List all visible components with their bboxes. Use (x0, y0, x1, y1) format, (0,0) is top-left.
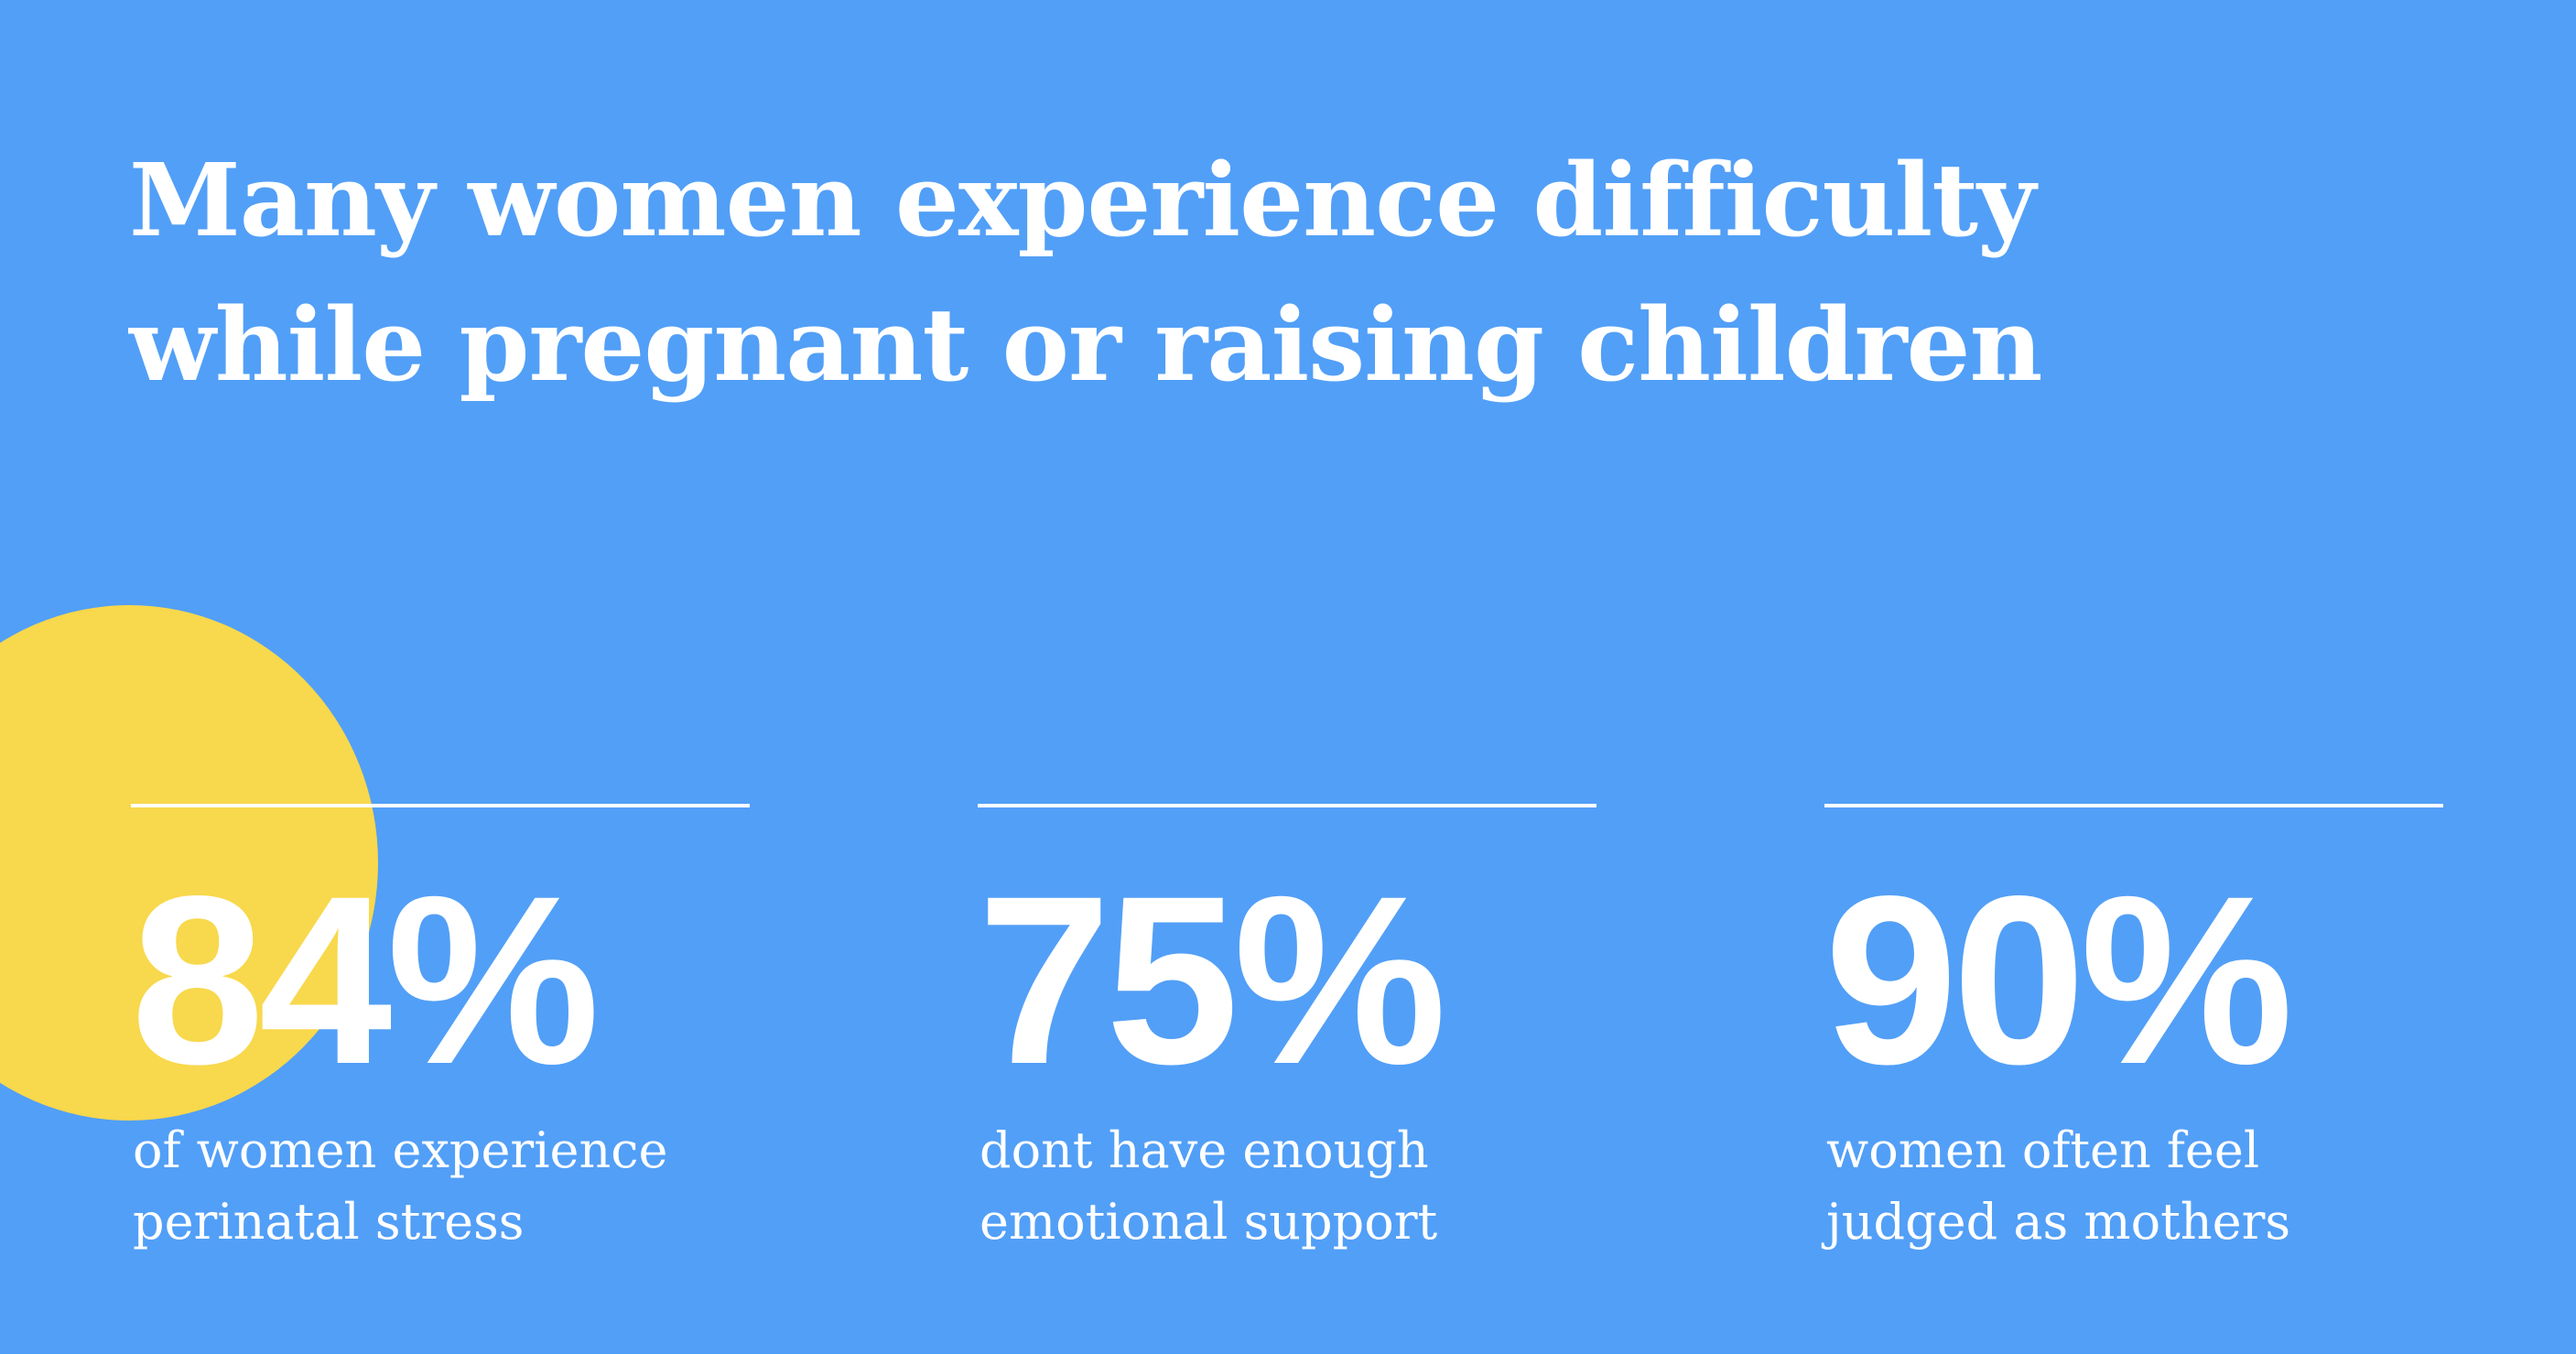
stat-description: of women experience perinatal stress (133, 1115, 755, 1258)
stat-description: dont have enough emotional support (980, 1115, 1602, 1258)
stat-divider (1824, 804, 2443, 807)
stat-divider (978, 804, 1596, 807)
stat-description: women often feel judged as mothers (1826, 1115, 2449, 1258)
page-title: Many women experience difficulty while p… (129, 128, 2326, 417)
stat-description-line-1: dont have enough (980, 1121, 1429, 1179)
stat-description-line-2: perinatal stress (133, 1193, 525, 1251)
stat-block-judged-as-mothers: 90% women often feel judged as mothers (1824, 804, 2447, 1251)
stat-block-perinatal-stress: 84% of women experience perinatal stress (131, 804, 753, 1251)
stat-description-line-1: women often feel (1826, 1121, 2260, 1179)
stat-description-line-1: of women experience (133, 1121, 668, 1179)
title-line-1: Many women experience difficulty (129, 141, 2036, 259)
stat-description-line-2: emotional support (980, 1193, 1438, 1251)
stat-divider (131, 804, 750, 807)
stat-value: 84% (131, 846, 600, 1114)
stat-description-line-2: judged as mothers (1826, 1193, 2291, 1251)
title-line-2: while pregnant or raising children (129, 286, 2043, 404)
stat-value: 75% (978, 846, 1446, 1114)
stat-value: 90% (1824, 846, 2293, 1114)
stat-block-emotional-support: 75% dont have enough emotional support (978, 804, 1600, 1251)
